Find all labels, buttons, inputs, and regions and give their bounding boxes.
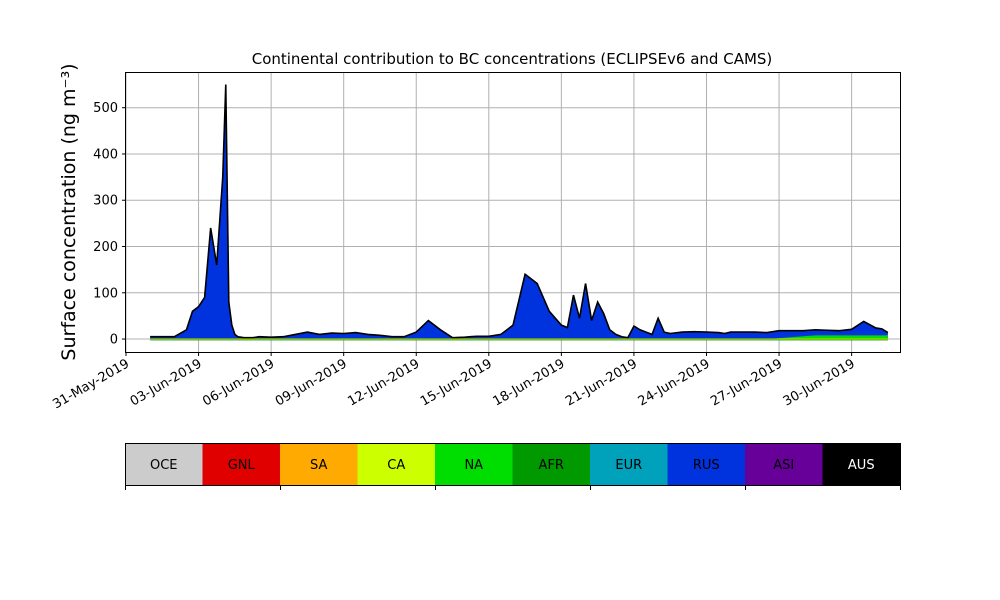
axes: 0 100 200 300 400 500 31-May-201903-Jun-201906… [50,101,857,412]
y-tick-label: 100 [93,286,118,301]
x-tick-label: 24-Jun-2019 [636,356,713,409]
x-tick-label: 09-Jun-2019 [273,356,350,409]
chart-title: Continental contribution to BC concentra… [252,50,773,68]
legend-label: AUS [848,458,875,473]
legend-label: AFR [539,458,564,473]
x-tick-label: 18-Jun-2019 [491,356,568,409]
x-tick-label: 21-Jun-2019 [563,356,640,409]
legend-label: ASI [773,458,794,473]
x-tick-label: 12-Jun-2019 [345,356,422,409]
legend-label: OCE [150,458,178,473]
legend-swatch-oce [125,443,203,485]
legend-swatch-eur [590,443,668,485]
y-tick-label: 500 [93,101,118,116]
y-tick-label: 200 [93,240,118,255]
x-tick-label: 31-May-2019 [50,356,132,412]
y-tick-label: 300 [93,194,118,209]
total-line [150,84,889,339]
legend-swatch-sa [280,443,358,485]
plot-frame [125,72,901,353]
legend-frame [125,443,901,486]
legend-label: CA [387,458,405,473]
colorbar-legend: OCE GNL SA CA NA AFR EUR RUS ASI AUS [125,443,901,490]
y-tick-label: 0 [110,333,118,348]
legend-label: SA [310,458,327,473]
legend-swatch-ca [357,443,436,485]
y-axis-label: Surface concentration (ng m⁻³) [58,63,80,360]
legend-label: GNL [228,458,256,473]
grid [125,73,900,352]
legend-label: NA [464,458,483,473]
legend-swatch-asi [745,443,823,485]
stacked-areas [150,84,889,341]
area-rus-stacked [150,84,888,340]
y-tick-label: 400 [93,147,118,162]
legend-swatch-aus [822,443,901,485]
legend-swatch-na [435,443,513,485]
x-tick-label: 30-Jun-2019 [781,356,858,409]
legend-label: EUR [615,458,642,473]
legend-label: RUS [693,458,720,473]
x-tick-label: 15-Jun-2019 [418,356,495,409]
legend-swatch-gnl [202,443,281,485]
x-tick-label: 27-Jun-2019 [708,356,785,409]
x-tick-label: 03-Jun-2019 [128,356,205,409]
legend-swatch-rus [667,443,746,485]
x-tick-label: 06-Jun-2019 [200,356,277,409]
legend-swatch-afr [512,443,591,485]
